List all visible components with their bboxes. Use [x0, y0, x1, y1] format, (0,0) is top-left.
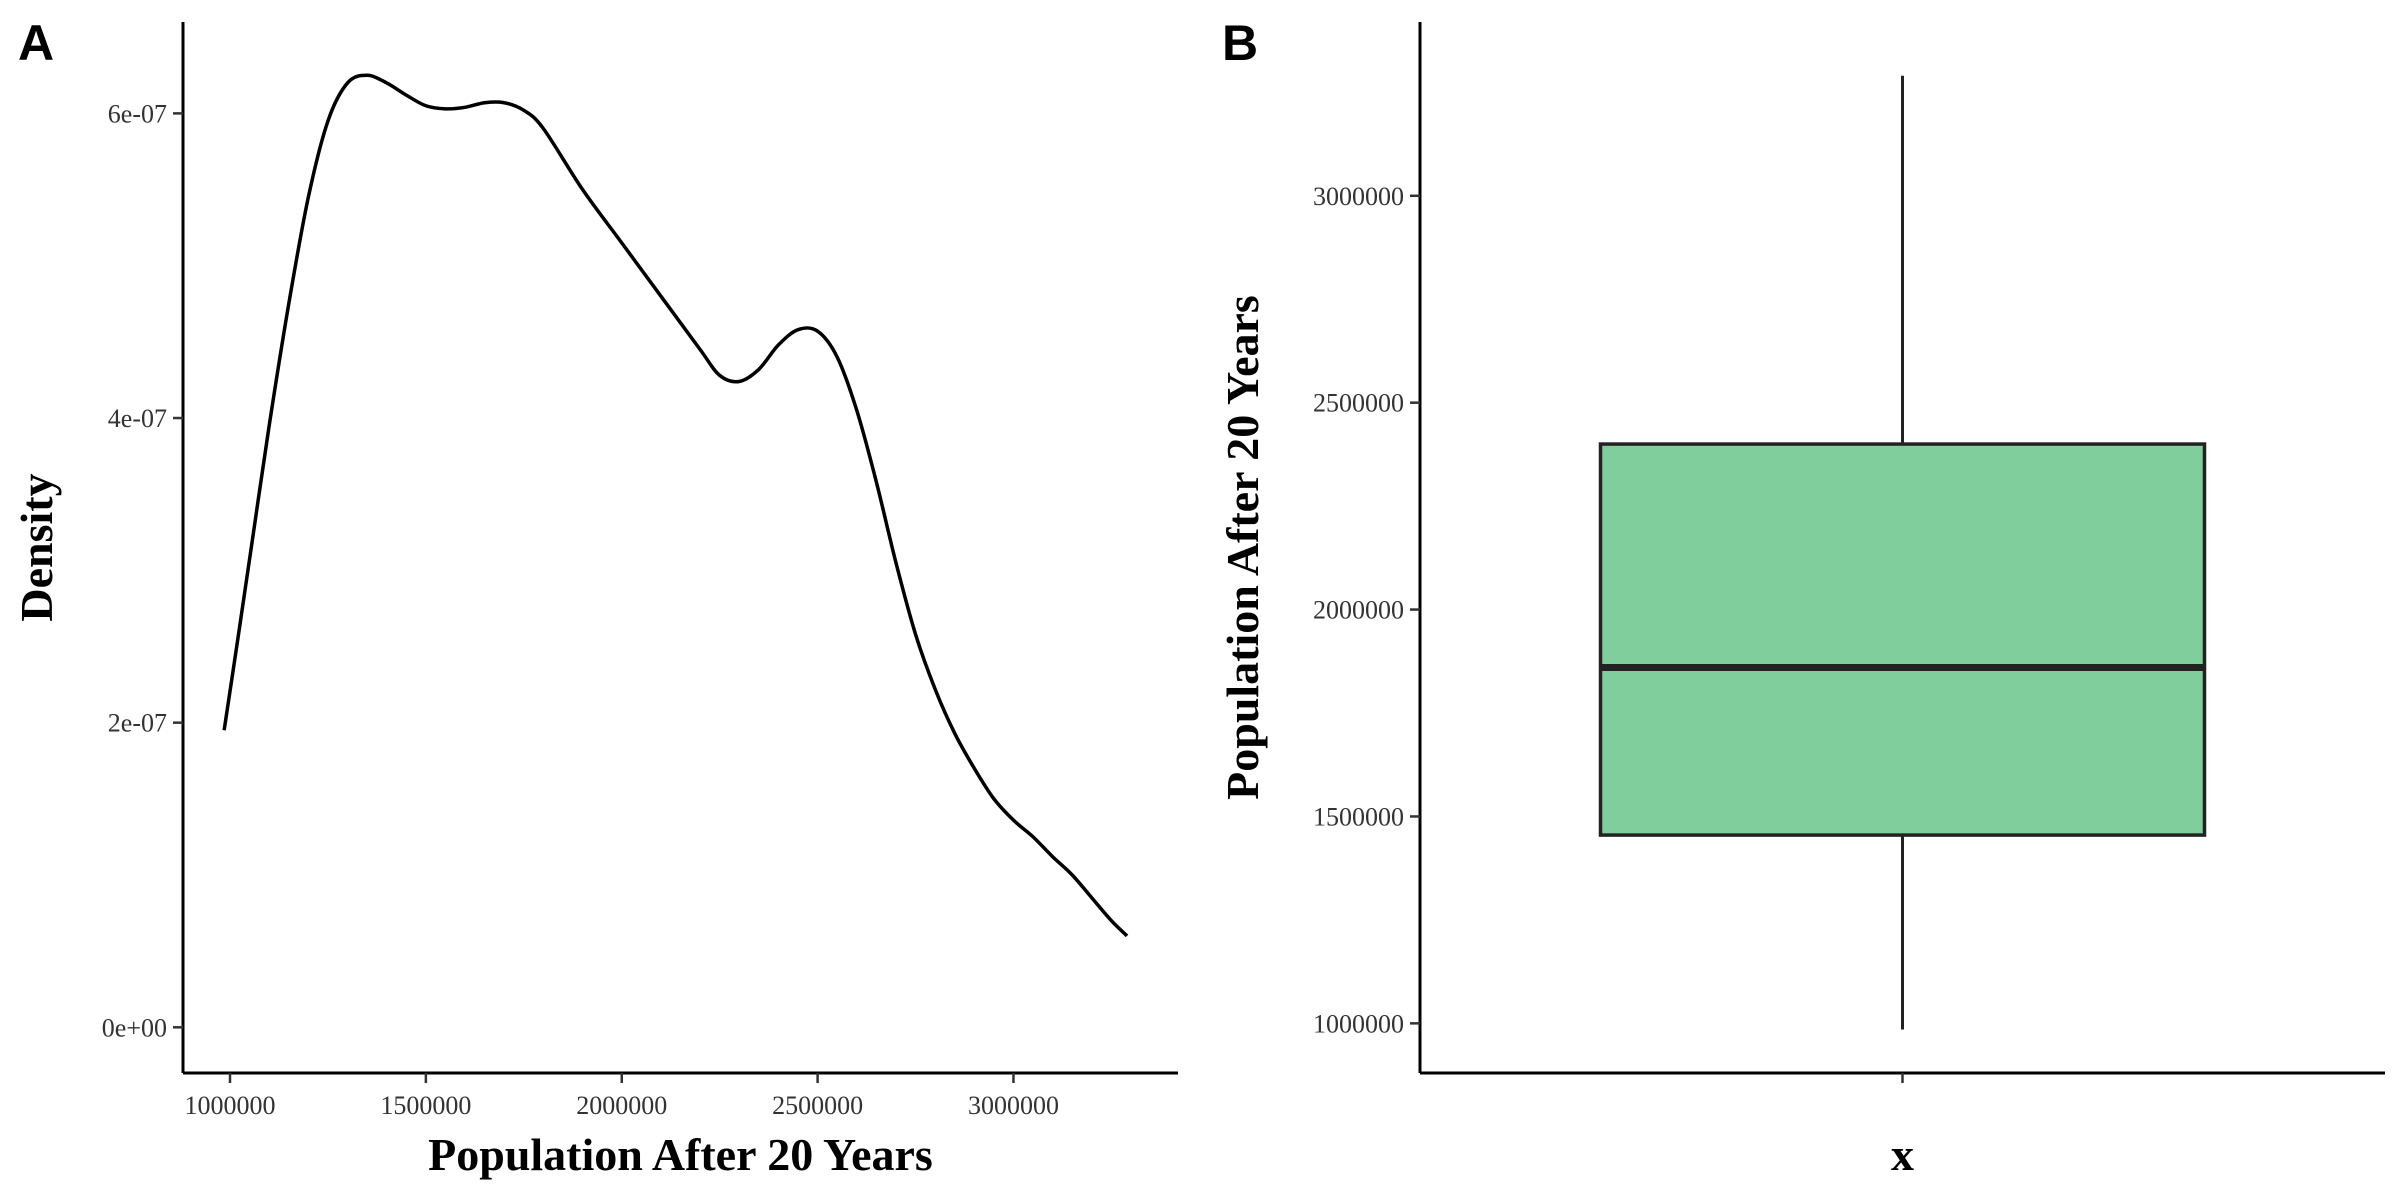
- b-y-tick-label: 1000000: [1313, 1009, 1404, 1038]
- a-y-tick-label: 4e-07: [108, 404, 167, 433]
- a-y-tick-label: 2e-07: [108, 709, 167, 738]
- box-iqr: [1598, 442, 2207, 837]
- b-y-tick-label: 2000000: [1313, 596, 1404, 625]
- a-y-tick-label: 0e+00: [102, 1013, 167, 1042]
- a-x-tick-label: 2500000: [772, 1091, 863, 1120]
- panel-tag-a: A: [18, 15, 54, 71]
- a-y-tick-label: 6e-07: [108, 99, 167, 128]
- a-y-ticks: 0e+00 2e-07 4e-07 6e-07: [102, 99, 183, 1042]
- b-y-axis-title: Population After 20 Years: [1217, 295, 1268, 800]
- b-x-axis-title: x: [1891, 1129, 1914, 1180]
- a-y-axis-title: Density: [11, 473, 62, 621]
- a-x-axis-title: Population After 20 Years: [428, 1129, 933, 1180]
- a-x-tick-label: 3000000: [968, 1091, 1059, 1120]
- a-x-tick-label: 1500000: [380, 1091, 471, 1120]
- b-y-tick-label: 3000000: [1313, 182, 1404, 211]
- a-x-ticks: 1000000 1500000 2000000 2500000 3000000: [185, 1073, 1059, 1120]
- a-x-tick-label: 1000000: [185, 1091, 276, 1120]
- b-y-tick-label: 2500000: [1313, 389, 1404, 418]
- b-y-tick-label: 1500000: [1313, 802, 1404, 831]
- panel-tag-b: B: [1222, 15, 1258, 71]
- a-x-tick-label: 2000000: [576, 1091, 667, 1120]
- density-line: [222, 73, 1129, 938]
- b-y-ticks: 1000000 1500000 2000000 2500000 3000000: [1313, 182, 1420, 1038]
- density-panel: A 0e+00 2e-07 4e-07 6e-07 1000000 1500000 200…: [11, 15, 1178, 1180]
